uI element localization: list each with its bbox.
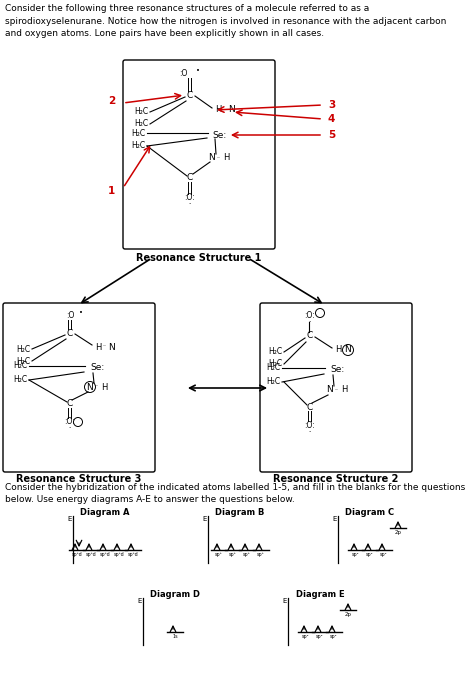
Text: H₂C: H₂C xyxy=(16,357,30,366)
FancyBboxPatch shape xyxy=(3,303,155,472)
Text: N: N xyxy=(109,343,115,351)
Text: sp³: sp³ xyxy=(243,552,251,557)
Text: Resonance Structure 3: Resonance Structure 3 xyxy=(16,474,142,484)
Text: :O:: :O: xyxy=(305,311,315,320)
Text: C: C xyxy=(67,399,73,408)
Text: Resonance Structure 1: Resonance Structure 1 xyxy=(137,253,262,263)
Text: H₂C: H₂C xyxy=(131,129,145,137)
Text: H: H xyxy=(341,385,347,395)
Text: E: E xyxy=(283,598,287,604)
Text: sp³: sp³ xyxy=(257,552,265,557)
Text: sp³d: sp³d xyxy=(72,552,82,557)
Text: 2p: 2p xyxy=(345,612,352,617)
Text: sp³d: sp³d xyxy=(100,552,110,557)
Text: ..: .. xyxy=(222,106,226,110)
Text: N: N xyxy=(345,345,351,355)
Text: N: N xyxy=(87,383,93,391)
Text: Se:: Se: xyxy=(91,364,105,372)
Text: H₂C: H₂C xyxy=(13,362,27,370)
Text: H₂C: H₂C xyxy=(266,378,280,387)
Text: •: • xyxy=(79,310,83,316)
Text: E: E xyxy=(202,516,207,522)
Text: N: N xyxy=(209,154,215,162)
Text: H₂C: H₂C xyxy=(16,345,30,353)
Text: :O: :O xyxy=(66,311,74,320)
Text: H₂C: H₂C xyxy=(134,108,148,116)
Text: sp³: sp³ xyxy=(215,552,223,557)
Text: •: • xyxy=(196,68,200,74)
Text: Diagram E: Diagram E xyxy=(296,590,344,599)
Text: Resonance Structure 2: Resonance Structure 2 xyxy=(273,474,399,484)
Text: sp³d: sp³d xyxy=(114,552,124,557)
Text: 1: 1 xyxy=(108,186,115,196)
Text: H: H xyxy=(101,383,107,391)
Text: :O:: :O: xyxy=(185,194,195,202)
Text: H: H xyxy=(95,343,101,351)
Text: 2: 2 xyxy=(108,96,115,106)
Text: ..: .. xyxy=(308,427,312,433)
Text: Se:: Se: xyxy=(213,131,227,139)
Text: Diagram B: Diagram B xyxy=(215,508,264,517)
Text: ..: .. xyxy=(188,200,192,206)
Text: C: C xyxy=(187,91,193,100)
Text: ..: .. xyxy=(102,343,106,347)
Text: sp²: sp² xyxy=(380,552,388,557)
Text: N: N xyxy=(228,106,236,114)
Text: 5: 5 xyxy=(328,130,335,140)
Text: sp³: sp³ xyxy=(229,552,237,557)
Text: ..: .. xyxy=(334,385,338,391)
Text: C: C xyxy=(307,332,313,341)
Text: E: E xyxy=(68,516,72,522)
Text: sp³d: sp³d xyxy=(86,552,96,557)
Text: :O:: :O: xyxy=(64,418,75,427)
Text: E: E xyxy=(137,598,142,604)
Text: ..: .. xyxy=(68,424,72,429)
Text: H₂C: H₂C xyxy=(134,120,148,129)
Text: Consider the hybridization of the indicated atoms labelled 1-5, and fill in the : Consider the hybridization of the indica… xyxy=(5,483,465,504)
Text: H₂C: H₂C xyxy=(268,347,282,357)
Text: ..: .. xyxy=(216,154,220,158)
FancyBboxPatch shape xyxy=(260,303,412,472)
Text: 4: 4 xyxy=(328,114,336,124)
Text: E: E xyxy=(333,516,337,522)
Text: C: C xyxy=(67,328,73,338)
Text: H: H xyxy=(223,154,229,162)
Text: ..: .. xyxy=(308,318,312,324)
Text: sp³d: sp³d xyxy=(128,552,138,557)
Text: sp²: sp² xyxy=(352,552,360,557)
Text: H: H xyxy=(335,345,341,355)
Text: Se:: Se: xyxy=(331,366,345,374)
Text: 1s: 1s xyxy=(172,634,178,639)
FancyBboxPatch shape xyxy=(123,60,275,249)
Text: sp²: sp² xyxy=(366,552,374,557)
Text: Diagram D: Diagram D xyxy=(150,590,200,599)
Text: Diagram C: Diagram C xyxy=(346,508,394,517)
Text: sp²: sp² xyxy=(316,634,324,639)
Text: Diagram A: Diagram A xyxy=(80,508,130,517)
Text: N: N xyxy=(327,385,333,395)
Text: H₂C: H₂C xyxy=(266,364,280,372)
Text: sp²: sp² xyxy=(302,634,310,639)
Text: :O:: :O: xyxy=(305,420,315,429)
Text: ..: .. xyxy=(94,383,98,387)
Text: C: C xyxy=(187,173,193,183)
Text: H: H xyxy=(215,106,221,114)
Text: :O: :O xyxy=(179,70,187,79)
Text: 2p: 2p xyxy=(394,530,401,535)
Text: C: C xyxy=(307,403,313,412)
Text: sp²: sp² xyxy=(330,634,338,639)
Text: 3: 3 xyxy=(328,100,335,110)
Text: H₂C: H₂C xyxy=(268,359,282,368)
Text: Consider the following three resonance structures of a molecule referred to as a: Consider the following three resonance s… xyxy=(5,4,447,38)
Text: H₂C: H₂C xyxy=(131,141,145,150)
Text: H₂C: H₂C xyxy=(13,376,27,385)
